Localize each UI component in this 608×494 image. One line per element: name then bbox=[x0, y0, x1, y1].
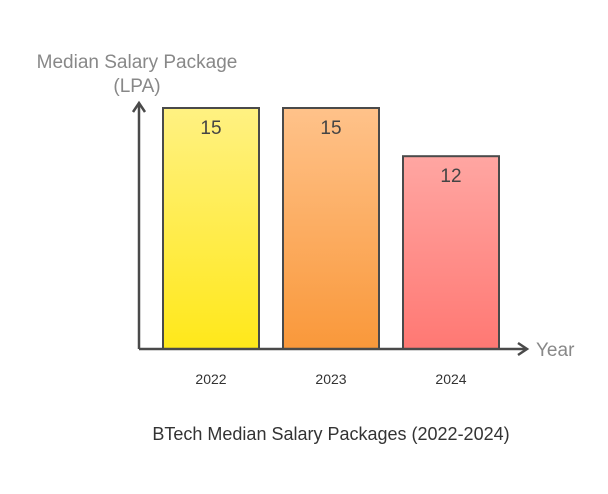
x-tick-2024: 2024 bbox=[435, 371, 466, 387]
y-axis-label-line2: (LPA) bbox=[113, 76, 160, 97]
bar-2023 bbox=[282, 107, 380, 350]
x-tick-2023: 2023 bbox=[315, 371, 346, 387]
y-axis-arrow-icon bbox=[131, 100, 147, 113]
x-axis-label: Year bbox=[536, 340, 575, 361]
data-label-2023: 15 bbox=[320, 118, 341, 139]
data-label-2024: 12 bbox=[440, 166, 461, 187]
x-tick-2022: 2022 bbox=[195, 371, 226, 387]
bar-2024 bbox=[402, 155, 500, 350]
bar-2022 bbox=[162, 107, 260, 350]
data-label-2022: 15 bbox=[200, 118, 221, 139]
x-axis-arrow-icon bbox=[517, 341, 530, 357]
y-axis-label-line1: Median Salary Package bbox=[37, 52, 238, 73]
chart-title: BTech Median Salary Packages (2022-2024) bbox=[152, 424, 509, 444]
